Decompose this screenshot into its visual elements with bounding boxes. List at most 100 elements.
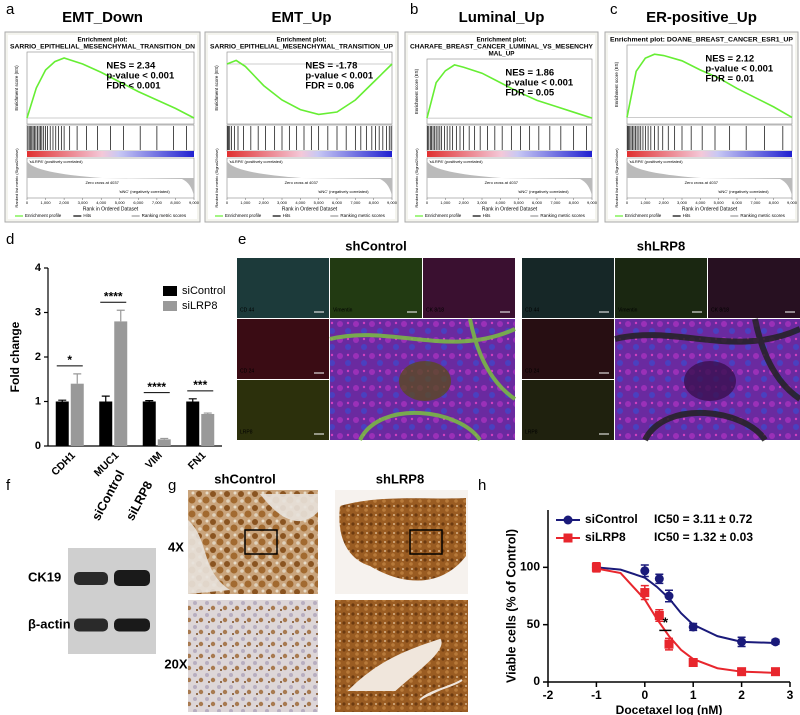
y-tick-label: 2 bbox=[35, 351, 41, 363]
y-tick-label: 0 bbox=[533, 674, 540, 688]
panel-label: f bbox=[6, 477, 11, 494]
x-tick-label: 5,000 bbox=[115, 200, 126, 205]
x-tick-label: 7,000 bbox=[350, 200, 361, 205]
if-image-tint bbox=[615, 258, 707, 318]
x-tick-label: 9,000 bbox=[787, 200, 798, 205]
es-frame bbox=[26, 51, 195, 125]
bar bbox=[201, 413, 215, 446]
if-image-tint bbox=[522, 319, 614, 379]
legend-marker bbox=[563, 515, 573, 525]
significance: *** bbox=[193, 378, 207, 392]
ihc-image bbox=[188, 600, 318, 712]
stat-text: p-value < 0.001 bbox=[505, 78, 574, 89]
stat-text: p-value < 0.001 bbox=[705, 64, 774, 75]
if-merge-gland bbox=[399, 361, 451, 401]
x-tick-label: 2 bbox=[738, 688, 745, 702]
x-tick-label: 9,000 bbox=[189, 200, 200, 205]
y-tick-label: 100 bbox=[520, 560, 540, 574]
bar bbox=[186, 401, 200, 446]
error-bar bbox=[203, 412, 212, 414]
fit-curve bbox=[596, 567, 776, 674]
plot-title: CHARAFE_BREAST_CANCER_LUMINAL_VS_MESENCH… bbox=[410, 44, 594, 51]
x-tick-label: 7,000 bbox=[550, 200, 561, 205]
stat-text: NES = 2.34 bbox=[106, 61, 156, 72]
plot-title: Enrichment plot: bbox=[476, 37, 526, 44]
plot-title: SARRIO_EPITHELIAL_MESENCHYMAL_TRANSITION… bbox=[210, 44, 393, 51]
positive-label: 'siLRP8' (positively correlated) bbox=[429, 159, 483, 164]
metric-label: Ranked list metric (Signal2Noise) bbox=[214, 148, 219, 208]
column-label: shControl bbox=[214, 471, 275, 486]
es-frame bbox=[226, 51, 393, 125]
legend-label: siLRP8 bbox=[182, 300, 217, 312]
positive-label: 'siLRP8' (positively correlated) bbox=[629, 159, 683, 164]
channel-label: CD 24 bbox=[240, 368, 254, 374]
plot-title: SARRIO_EPITHELIAL_MESENCHYMAL_TRANSITION… bbox=[10, 44, 195, 51]
x-axis-label: Docetaxel log (nM) bbox=[616, 703, 723, 715]
rank-bar bbox=[227, 151, 392, 157]
negative-label: 'siNC' (negatively correlated) bbox=[518, 189, 570, 194]
enrichment-curve bbox=[26, 57, 195, 119]
band bbox=[114, 570, 150, 586]
y-tick-label: 0 bbox=[35, 440, 41, 452]
zero-cross: Zero cross at 4037 bbox=[685, 180, 719, 185]
metric-label: Ranked list metric (Signal2Noise) bbox=[14, 148, 19, 208]
significance: * bbox=[67, 353, 72, 367]
y-axis-label: Enrichment score (ES) bbox=[214, 65, 219, 111]
error-bar bbox=[160, 437, 169, 440]
enrichment-curve bbox=[426, 64, 593, 119]
data-point bbox=[654, 574, 664, 584]
plot-title: MAL_UP bbox=[489, 51, 515, 58]
legend-label: Enrichment profile bbox=[425, 213, 462, 218]
x-tick-label: -1 bbox=[591, 688, 602, 702]
x-tick-label: 2,000 bbox=[459, 200, 470, 205]
data-point bbox=[737, 637, 747, 647]
channel-label: LRP8 bbox=[240, 429, 253, 435]
group-title: shLRP8 bbox=[637, 238, 685, 253]
if-image bbox=[237, 380, 329, 440]
bar bbox=[157, 439, 171, 446]
x-tick-label: 7,000 bbox=[750, 200, 761, 205]
error-bar bbox=[116, 309, 125, 322]
negative-label: 'siNC' (negatively correlated) bbox=[318, 189, 370, 194]
x-tick-label: -2 bbox=[543, 688, 554, 702]
x-tick-label: 2,000 bbox=[659, 200, 670, 205]
bar bbox=[114, 321, 128, 446]
x-tick-label: 5,000 bbox=[514, 200, 525, 205]
x-tick-label: 3,000 bbox=[477, 200, 488, 205]
legend-label: Enrichment profile bbox=[625, 213, 662, 218]
rank-bar bbox=[27, 151, 194, 157]
legend-swatch bbox=[163, 301, 177, 311]
x-tick-label: 1,000 bbox=[41, 200, 52, 205]
roi-box bbox=[409, 529, 443, 555]
enrichment-curve bbox=[626, 53, 793, 119]
data-point bbox=[688, 658, 698, 668]
y-axis-label: Fold change bbox=[8, 321, 22, 392]
if-merge-stroma bbox=[329, 318, 517, 442]
ic50-label: IC50 = 1.32 ± 0.03 bbox=[654, 530, 753, 544]
legend-label: Hits bbox=[283, 213, 291, 218]
chart-title: EMT_Up bbox=[272, 9, 332, 26]
x-tick-label: VIM bbox=[143, 449, 165, 471]
lane-label: siControl bbox=[89, 468, 127, 523]
legend-label: siControl bbox=[585, 512, 638, 526]
y-axis-label: Viable cells (% of Control) bbox=[504, 529, 518, 683]
panel-label: a bbox=[6, 1, 15, 18]
legend-label: Hits bbox=[483, 213, 491, 218]
metric-area bbox=[227, 161, 392, 196]
data-point bbox=[664, 591, 674, 601]
x-tick-label: 9,000 bbox=[387, 200, 398, 205]
panel-label: e bbox=[238, 231, 246, 248]
if-image bbox=[237, 319, 329, 379]
if-image-tint bbox=[522, 380, 614, 440]
x-tick-label: 4,000 bbox=[96, 200, 107, 205]
enrichment-curve bbox=[226, 59, 393, 116]
error-bar bbox=[73, 373, 82, 384]
x-tick-label: 9,000 bbox=[587, 200, 598, 205]
x-axis-label: Rank in Ordered Dataset bbox=[83, 206, 139, 212]
x-tick-label: 0 bbox=[426, 200, 429, 205]
legend-label: Enrichment profile bbox=[25, 213, 62, 218]
x-tick-label: CDH1 bbox=[49, 449, 78, 478]
y-tick-label: 3 bbox=[35, 306, 41, 318]
metric-area bbox=[427, 161, 592, 196]
negative-label: 'siNC' (negatively correlated) bbox=[718, 189, 770, 194]
